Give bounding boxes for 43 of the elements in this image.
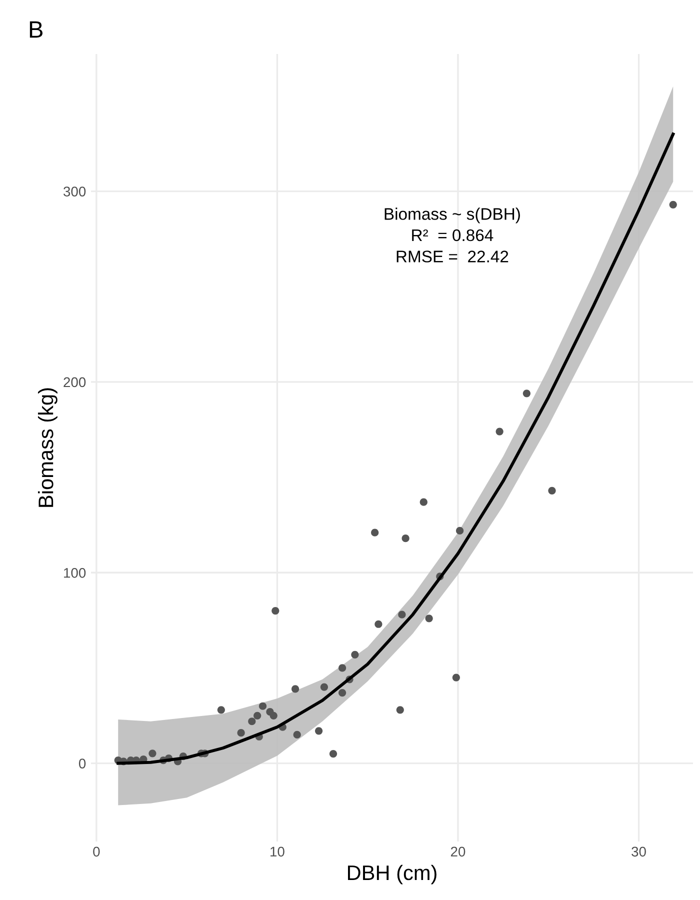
point xyxy=(248,718,256,726)
x-axis-title: DBH (cm) xyxy=(348,864,436,884)
point xyxy=(452,674,460,682)
point xyxy=(272,606,280,615)
annotation: Biomass ~ s(DBH) xyxy=(384,208,520,224)
y-axis-title: Biomass (kg) xyxy=(38,388,58,507)
point xyxy=(425,614,433,622)
point xyxy=(217,706,225,714)
point xyxy=(338,664,346,672)
point xyxy=(371,528,379,536)
point xyxy=(293,730,301,739)
point xyxy=(258,702,267,710)
point xyxy=(314,727,323,735)
point xyxy=(669,200,677,208)
point xyxy=(402,534,410,542)
x-tick-label: 30 xyxy=(632,846,646,857)
point xyxy=(270,712,278,720)
point xyxy=(351,650,359,658)
x-tick-label: 10 xyxy=(270,846,284,857)
y-tick-label: 100 xyxy=(64,568,86,578)
annotation: RMSE = 22.42 xyxy=(396,250,508,262)
point xyxy=(338,688,346,697)
point xyxy=(237,729,245,737)
point xyxy=(456,526,464,534)
chart-title: B xyxy=(30,21,42,38)
point xyxy=(396,706,404,714)
x-tick-label: 0 xyxy=(93,846,100,857)
point xyxy=(291,685,300,693)
point xyxy=(374,620,382,628)
point xyxy=(496,428,504,436)
point xyxy=(320,683,328,691)
point xyxy=(398,610,406,618)
point xyxy=(420,498,428,506)
point xyxy=(522,390,530,398)
y-tick-label: 200 xyxy=(64,377,86,388)
annotation: R² = 0.864 xyxy=(412,229,494,242)
y-tick-label: 0 xyxy=(78,758,86,768)
point xyxy=(329,750,338,758)
y-tick-label: 300 xyxy=(64,186,86,196)
x-tick-label: 20 xyxy=(450,846,466,857)
point xyxy=(548,486,556,494)
point xyxy=(254,712,262,720)
point xyxy=(148,750,156,758)
